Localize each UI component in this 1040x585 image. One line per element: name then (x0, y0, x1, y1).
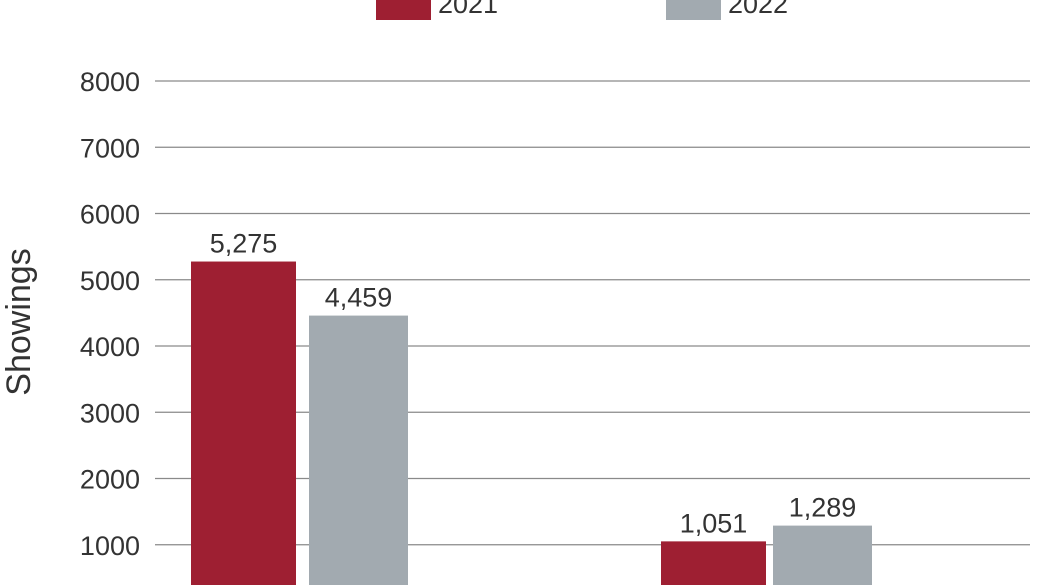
y-tick-label: 3000 (80, 398, 140, 428)
y-tick-label: 5000 (80, 266, 140, 296)
y-tick-label: 8000 (80, 67, 140, 97)
y-axis-ticks: 1000 2000 3000 4000 5000 6000 7000 8000 (80, 67, 140, 561)
data-label-2022-1: 4,459 (325, 283, 393, 313)
legend-swatch-2021 (376, 0, 431, 20)
data-label-2021-2: 1,051 (680, 508, 748, 538)
y-axis-title: Showings (0, 248, 38, 395)
data-labels: 5,275 1,051 4,459 1,289 (210, 229, 857, 539)
bar-2021-2 (661, 541, 766, 585)
y-tick-label: 1000 (80, 531, 140, 561)
legend-label-2021: 2021 (438, 0, 498, 19)
data-label-2021-1: 5,275 (210, 229, 278, 259)
y-tick-label: 7000 (80, 133, 140, 163)
data-label-2022-2: 1,289 (789, 493, 857, 523)
legend-swatch-2022 (666, 0, 721, 20)
bars (191, 261, 872, 585)
bar-2021-1 (191, 261, 296, 585)
legend-label-2022: 2022 (728, 0, 788, 19)
bar-2022-2 (773, 525, 872, 585)
y-tick-label: 2000 (80, 465, 140, 495)
gridlines (155, 80, 1030, 546)
legend: 2021 2022 (376, 0, 788, 20)
bar-2022-1 (309, 315, 408, 585)
y-tick-label: 6000 (80, 200, 140, 230)
y-tick-label: 4000 (80, 332, 140, 362)
